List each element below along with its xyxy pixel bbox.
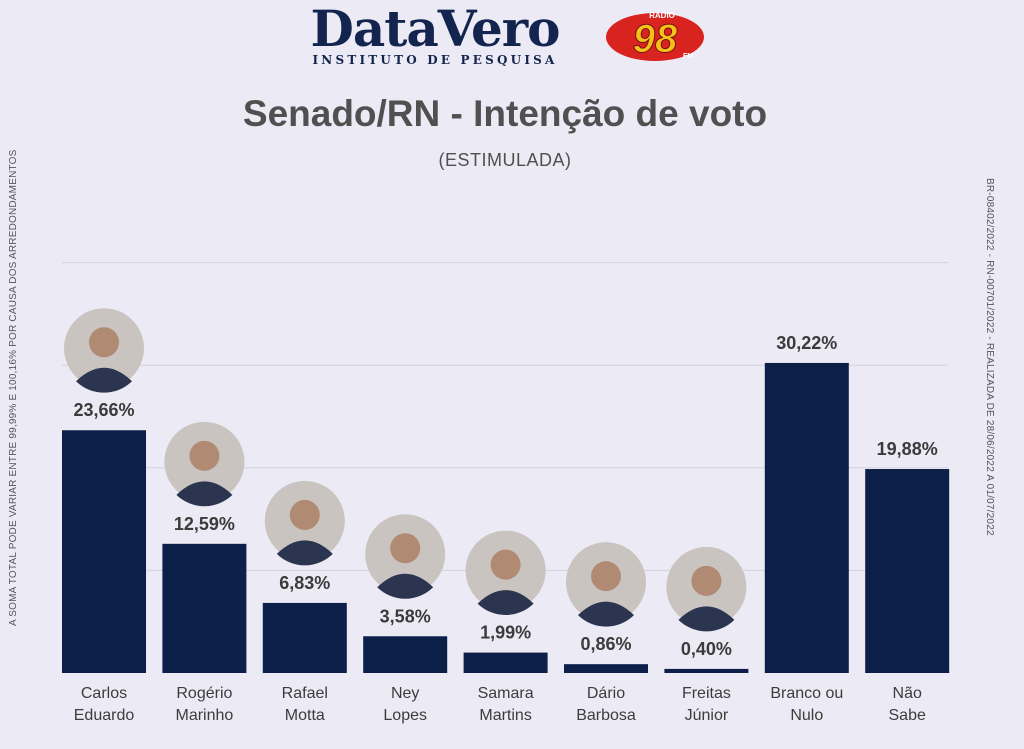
value-label-8: 19,88% — [877, 439, 938, 459]
category-label-4-1: Martins — [479, 707, 531, 724]
person-body-icon — [477, 590, 534, 616]
value-label-7: 30,22% — [776, 333, 837, 353]
datavero-logo-subtitle: INSTITUTO DE PESQUISA — [312, 53, 558, 67]
candidate-photo-0 — [64, 308, 144, 393]
candidate-photo-1 — [164, 421, 245, 507]
category-label-8-0: Não — [893, 685, 922, 702]
value-labels: 23,66% 12,59% 6,83% 3,58% 1,99% 0,86% 0,40% 30,… — [73, 333, 937, 659]
person-head-icon — [189, 440, 220, 471]
radio-logo-label: RÁDIO — [649, 11, 675, 20]
chart-subtitle: (ESTIMULADA) — [438, 150, 572, 170]
bar-8 — [865, 469, 950, 673]
person-head-icon — [390, 533, 421, 564]
person-head-icon — [89, 327, 119, 358]
value-label-6: 0,40% — [681, 639, 732, 659]
value-label-3: 3,58% — [380, 606, 431, 626]
value-label-4: 1,99% — [480, 623, 531, 643]
category-label-1-0: Rogério — [176, 685, 232, 702]
candidate-photo-4 — [465, 530, 546, 616]
person-head-icon — [289, 499, 320, 530]
bar-4 — [463, 652, 548, 673]
category-label-7-1: Nulo — [790, 707, 823, 724]
person-head-icon — [490, 549, 521, 580]
category-label-5-1: Barbosa — [576, 707, 636, 724]
category-label-4-0: Samara — [478, 685, 534, 702]
bar-6 — [664, 668, 749, 673]
category-label-0-1: Eduardo — [74, 707, 135, 724]
bar-5 — [564, 664, 648, 673]
person-body-icon — [377, 573, 434, 599]
bar-3 — [363, 636, 448, 673]
candidate-photo-6 — [666, 546, 747, 632]
value-label-1: 12,59% — [174, 514, 235, 534]
bar-2 — [262, 602, 347, 673]
datavero-logo: DataVero INSTITUTO DE PESQUISA — [305, 2, 565, 70]
category-label-6-1: Júnior — [685, 707, 729, 724]
person-body-icon — [276, 540, 333, 566]
category-label-6-0: Freitas — [682, 685, 731, 702]
category-label-2-1: Motta — [285, 707, 325, 724]
category-labels: Carlos Eduardo Rogério Marinho Rafael Motta Ne… — [74, 685, 926, 724]
candidate-photo-2 — [264, 480, 345, 566]
category-label-0-0: Carlos — [81, 685, 127, 702]
category-label-3-1: Lopes — [383, 707, 427, 724]
value-label-5: 0,86% — [580, 634, 631, 654]
chart-title: Senado/RN - Intenção de voto — [242, 93, 768, 134]
person-body-icon — [678, 606, 735, 632]
category-label-5-0: Dário — [587, 685, 625, 702]
person-body-icon — [76, 367, 132, 393]
category-label-8-1: Sabe — [889, 707, 926, 724]
radio-98-logo: RÁDIO 98 FM — [606, 11, 704, 62]
person-body-icon — [578, 601, 634, 627]
header: DataVero INSTITUTO DE PESQUISA RÁDIO 98 … — [0, 0, 1024, 80]
candidate-photo-3 — [365, 514, 446, 599]
radio-logo-fm: FM — [683, 53, 693, 60]
candidate-photo-5 — [566, 542, 646, 627]
radio-logo-oval — [606, 13, 704, 61]
category-label-3-0: Ney — [391, 685, 419, 702]
bar-7 — [764, 362, 849, 673]
person-body-icon — [176, 481, 233, 507]
datavero-logo-name: DataVero — [310, 0, 561, 58]
bar-0 — [62, 430, 146, 673]
category-label-2-0: Rafael — [282, 685, 328, 702]
category-label-7-0: Branco ou — [770, 685, 843, 702]
category-label-1-1: Marinho — [175, 707, 233, 724]
value-label-0: 23,66% — [73, 400, 134, 420]
candidate-photos — [64, 308, 747, 632]
radio-logo-number: 98 — [633, 17, 678, 61]
person-head-icon — [591, 561, 621, 592]
value-label-2: 6,83% — [279, 573, 330, 593]
bars — [62, 362, 950, 673]
person-head-icon — [691, 565, 722, 596]
bar-1 — [162, 543, 247, 673]
